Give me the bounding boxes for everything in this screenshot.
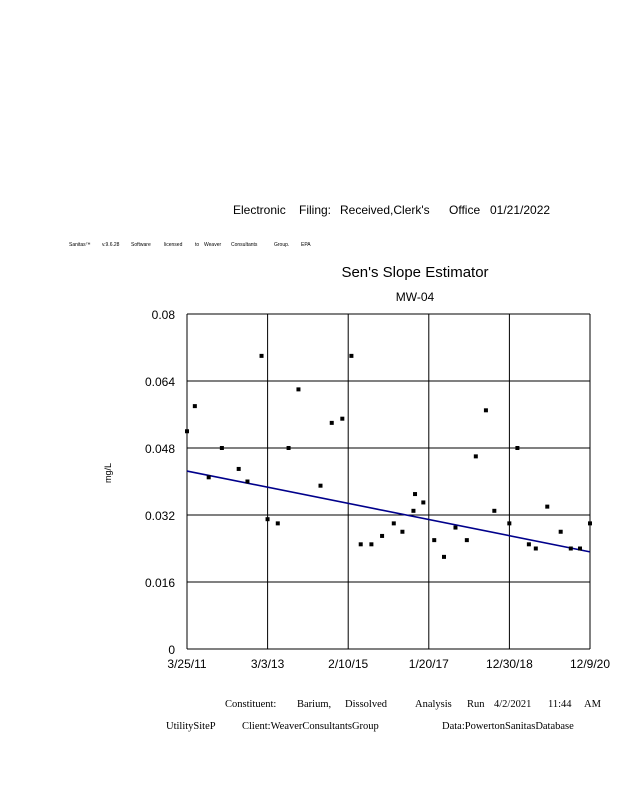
data-point bbox=[588, 521, 592, 526]
data-point bbox=[340, 416, 345, 421]
footer-word: UtilitySiteP bbox=[166, 721, 216, 732]
license-word: Weaver bbox=[204, 242, 222, 248]
y-tick-label: 0 bbox=[168, 643, 175, 657]
data-point bbox=[453, 525, 458, 530]
license-word: licensed bbox=[164, 242, 183, 248]
data-point bbox=[245, 479, 250, 484]
license-word: Consultants bbox=[231, 242, 258, 248]
license-word: Software bbox=[131, 242, 151, 248]
chart-title: Sen's Slope Estimator bbox=[341, 264, 489, 281]
y-tick-label: 0.016 bbox=[145, 576, 175, 590]
data-point bbox=[400, 529, 405, 534]
footer-word: Constituent: bbox=[225, 699, 277, 710]
data-point bbox=[286, 446, 291, 450]
filing-word: Received,Clerk's bbox=[340, 203, 430, 217]
footer-client-line: UtilitySiteP Client:WeaverConsultantsGro… bbox=[0, 721, 618, 735]
data-point bbox=[483, 408, 488, 413]
data-point bbox=[192, 404, 197, 409]
data-point bbox=[236, 466, 241, 471]
data-point bbox=[533, 546, 538, 551]
filing-word: Filing: bbox=[299, 203, 332, 217]
y-tick-label: 0.048 bbox=[145, 442, 175, 456]
data-point bbox=[369, 542, 374, 547]
filing-word: Office bbox=[449, 203, 481, 217]
x-tick-label: 12/9/20 bbox=[570, 657, 610, 671]
data-point bbox=[358, 542, 363, 547]
data-point bbox=[507, 521, 512, 526]
y-tick-label: 0.032 bbox=[145, 509, 175, 523]
data-point bbox=[558, 529, 563, 534]
data-point bbox=[568, 546, 573, 551]
footer-word: 11:44 bbox=[548, 699, 572, 710]
data-point bbox=[578, 546, 583, 551]
data-point bbox=[545, 504, 550, 509]
data-point bbox=[265, 517, 270, 522]
data-point bbox=[492, 508, 497, 513]
data-point bbox=[318, 483, 323, 488]
y-tick-label: 0.064 bbox=[145, 375, 175, 389]
footer-word: Client:WeaverConsultantsGroup bbox=[242, 721, 379, 732]
data-point bbox=[411, 508, 416, 513]
y-tick-label: 0.08 bbox=[152, 308, 176, 322]
x-tick-label: 3/3/13 bbox=[251, 657, 285, 671]
x-tick-label: 2/10/15 bbox=[328, 657, 368, 671]
data-point bbox=[259, 353, 264, 358]
filing-word: 01/21/2022 bbox=[490, 203, 551, 217]
data-point bbox=[185, 429, 189, 434]
x-tick-label: 12/30/18 bbox=[486, 657, 533, 671]
data-point bbox=[206, 475, 211, 480]
license-word: Group. bbox=[274, 242, 290, 248]
data-point bbox=[219, 446, 224, 450]
data-point bbox=[442, 554, 447, 559]
license-word: to bbox=[195, 242, 200, 248]
chart-subtitle: MW-04 bbox=[395, 290, 435, 304]
footer-word: Run bbox=[467, 699, 485, 710]
footer-word: 4/2/2021 bbox=[494, 699, 532, 710]
data-point bbox=[349, 353, 354, 358]
footer-word: Dissolved bbox=[345, 699, 387, 710]
sens-slope-trend-line bbox=[186, 470, 591, 553]
data-point bbox=[515, 446, 520, 450]
data-point bbox=[464, 538, 469, 543]
footer-word: AM bbox=[584, 699, 601, 710]
x-tick-label: 1/20/17 bbox=[409, 657, 449, 671]
footer-word: Data:PowertonSanitasDatabase bbox=[442, 721, 574, 732]
data-point bbox=[380, 533, 385, 538]
data-point bbox=[296, 387, 301, 392]
data-point bbox=[413, 492, 418, 497]
license-word: Sanitas™ bbox=[69, 242, 91, 248]
license-word: v.9.6.28 bbox=[102, 242, 120, 248]
data-point bbox=[329, 420, 334, 425]
footer-constituent-line: Constituent: Barium, Dissolved Analysis … bbox=[0, 699, 618, 713]
filing-word: Electronic bbox=[233, 203, 286, 217]
data-point bbox=[275, 521, 280, 526]
data-point bbox=[432, 538, 437, 543]
data-point bbox=[526, 542, 531, 547]
footer-word: Analysis bbox=[415, 699, 452, 710]
x-tick-label: 3/25/11 bbox=[167, 657, 206, 671]
data-point bbox=[473, 454, 478, 459]
license-word: EPA bbox=[301, 242, 311, 248]
data-point bbox=[391, 521, 396, 526]
data-point bbox=[421, 500, 426, 505]
footer-word: Barium, bbox=[297, 699, 332, 710]
